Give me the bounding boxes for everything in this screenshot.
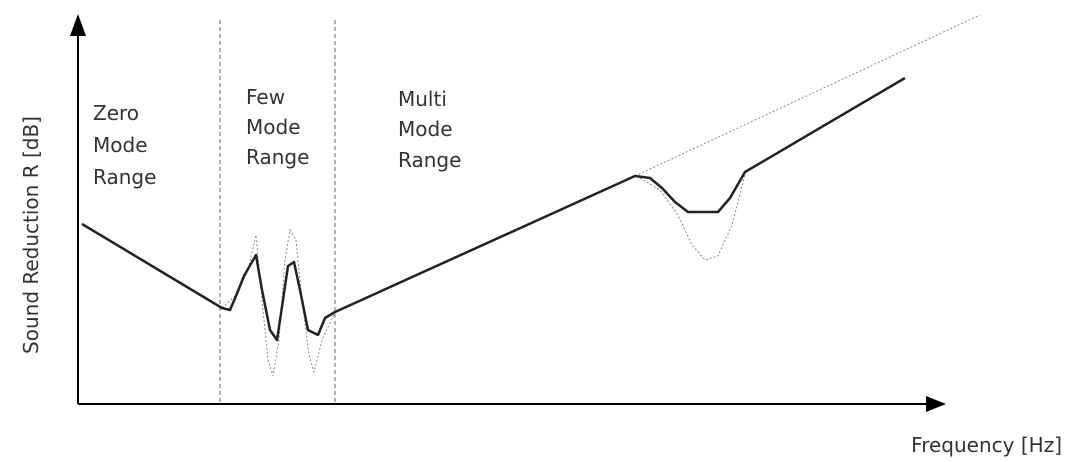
y-axis-label: Sound Reduction R [dB] bbox=[19, 116, 43, 354]
region-label: Zero bbox=[93, 101, 139, 125]
region-label: Range bbox=[93, 165, 156, 189]
region-label: Few bbox=[246, 85, 285, 109]
y-arrow bbox=[70, 14, 86, 36]
curve bbox=[81, 76, 906, 342]
ideal-curve bbox=[221, 228, 336, 377]
ideal-curve bbox=[639, 174, 746, 261]
region-label: Mode bbox=[398, 117, 453, 141]
x-arrow bbox=[926, 396, 946, 412]
x-axis-label: Frequency [Hz] bbox=[911, 433, 1062, 457]
ideal-curve bbox=[634, 14, 981, 177]
region-label: Mode bbox=[246, 115, 301, 139]
region-label: Range bbox=[398, 148, 461, 172]
region-label: Range bbox=[246, 145, 309, 169]
region-label: Multi bbox=[398, 87, 447, 111]
region-label: Mode bbox=[93, 133, 148, 157]
